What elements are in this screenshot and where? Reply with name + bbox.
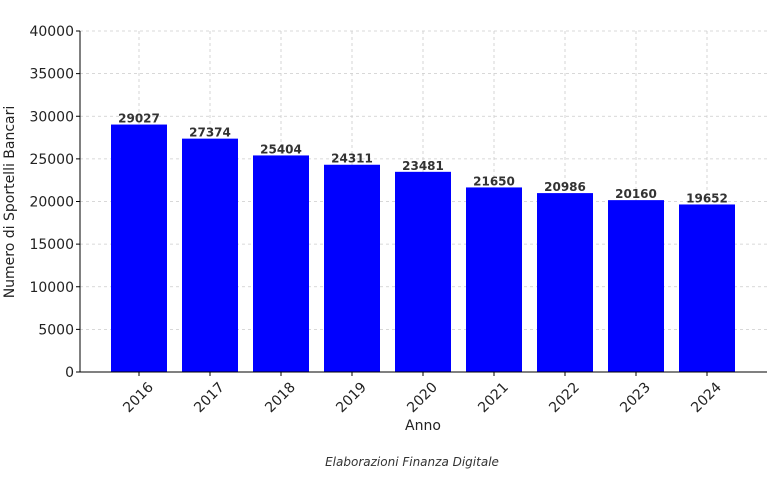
y-tick-label: 35000 (29, 67, 74, 83)
bars-group (111, 124, 735, 372)
bar-2018 (253, 155, 309, 372)
bar-value-label-2023: 20160 (615, 187, 657, 201)
bar-value-label-2016: 29027 (118, 112, 160, 126)
bar-value-label-2018: 25404 (260, 142, 302, 156)
y-tick-label: 20000 (29, 195, 74, 211)
y-tick-label: 0 (65, 365, 74, 381)
x-tick-label: 2021 (475, 380, 512, 417)
bar-value-label-2021: 21650 (473, 174, 515, 188)
y-tick-label: 25000 (29, 152, 74, 168)
bar-2017 (182, 138, 238, 372)
y-tick-label: 40000 (29, 24, 74, 40)
x-tick-label: 2023 (617, 380, 654, 417)
credit-text: Elaborazioni Finanza Digitale (325, 455, 499, 469)
bar-2022 (537, 193, 593, 372)
bar-value-label-2019: 24311 (331, 152, 373, 166)
y-axis-title: Numero di Sportelli Bancari (2, 106, 18, 299)
bar-2020 (395, 171, 451, 372)
x-axis-title: Anno (405, 418, 441, 434)
bar-2019 (324, 164, 380, 372)
x-tick-label: 2019 (333, 380, 370, 417)
bar-2024 (679, 204, 735, 372)
bar-2021 (466, 187, 522, 372)
x-tick-label: 2022 (546, 380, 583, 417)
y-tick-label: 30000 (29, 109, 74, 125)
x-tick-label: 2018 (262, 380, 299, 417)
x-tick-label: 2024 (688, 379, 725, 416)
bar-value-labels: 29027 27374 25404 24311 23481 21650 20986 20160… (118, 112, 728, 206)
y-axis-ticks: 0 5000 10000 15000 20000 25000 30000 35000 40000 (29, 24, 80, 381)
bar-2023 (608, 200, 664, 372)
bar-2016 (111, 124, 167, 372)
x-axis-ticks: 2016 2017 2018 2019 2020 2021 2022 2023 2024 (120, 372, 725, 416)
y-tick-label: 15000 (29, 237, 74, 253)
x-tick-label: 2016 (120, 379, 157, 416)
bar-value-label-2017: 27374 (189, 126, 231, 140)
bar-value-label-2024: 19652 (686, 191, 728, 205)
y-tick-label: 5000 (38, 322, 74, 338)
x-tick-label: 2017 (191, 380, 228, 417)
y-tick-label: 10000 (29, 280, 74, 296)
x-tick-label: 2020 (404, 380, 441, 417)
bar-value-label-2022: 20986 (544, 180, 586, 194)
bar-value-label-2020: 23481 (402, 159, 444, 173)
